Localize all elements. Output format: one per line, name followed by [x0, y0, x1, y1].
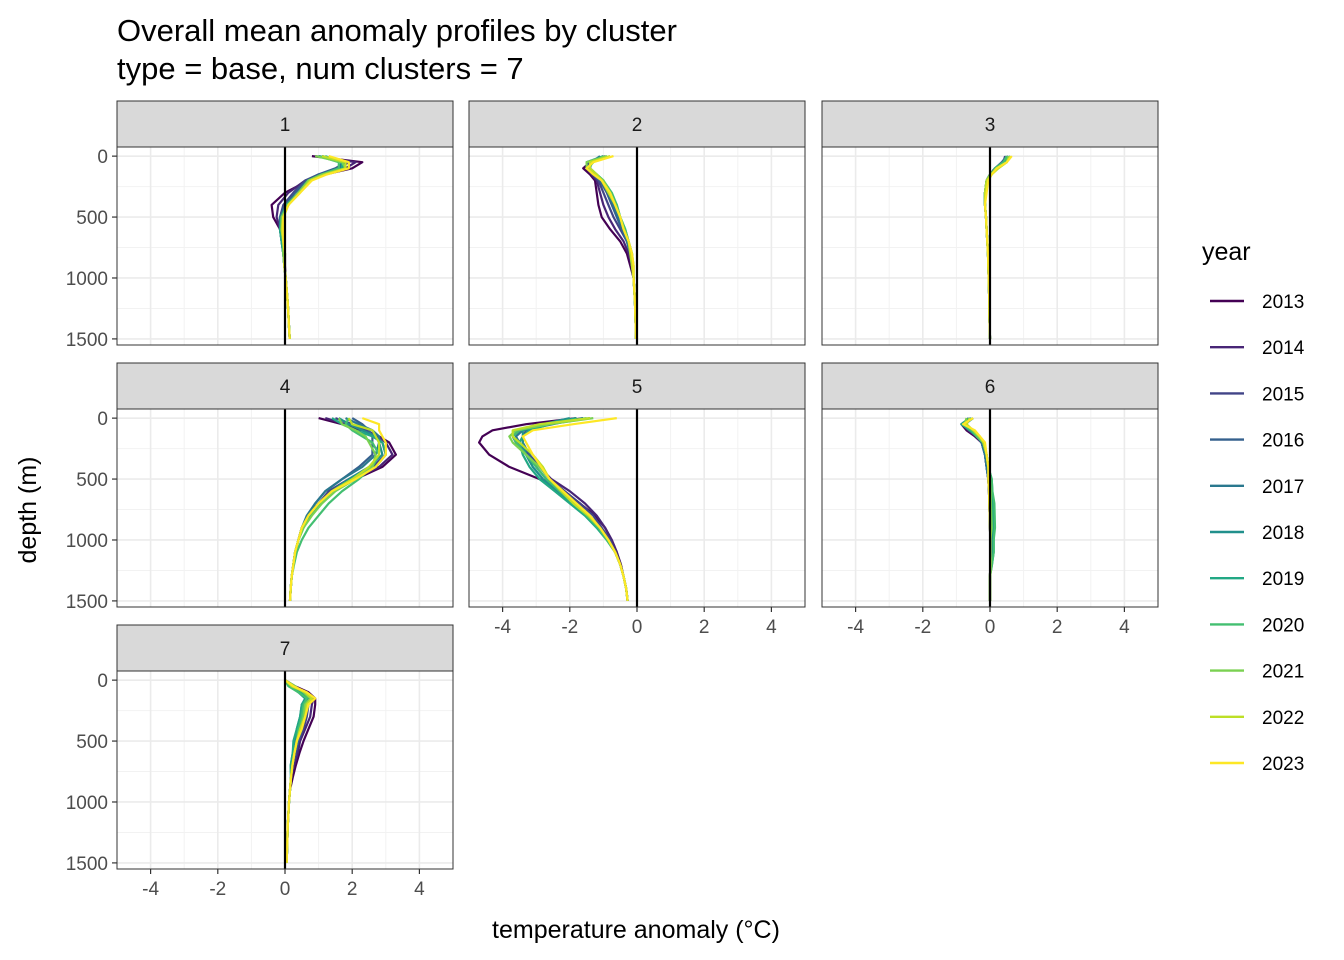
x-tick-label: -2 — [561, 617, 578, 638]
profile-line-2023 — [282, 155, 350, 339]
y-tick-label: 0 — [97, 409, 108, 430]
panel-strip-label: 4 — [280, 377, 291, 398]
legend-title: year — [1202, 238, 1251, 266]
legend-label-2017: 2017 — [1262, 477, 1304, 498]
panel-border — [821, 146, 1159, 346]
panel-strip — [116, 624, 454, 672]
legend-label-2016: 2016 — [1262, 431, 1304, 452]
panel-border — [116, 146, 454, 346]
y-tick-label: 1000 — [66, 531, 108, 552]
panel-border — [116, 408, 454, 608]
legend-label-2022: 2022 — [1262, 708, 1304, 729]
legend-label-2019: 2019 — [1262, 569, 1304, 590]
panel-6: 6 -4 -2 0 2 4 — [821, 362, 1159, 638]
x-tick-label: 2 — [347, 879, 358, 900]
y-tick-label: 500 — [76, 470, 108, 491]
profile-line-2023 — [585, 155, 638, 339]
panel-strip-label: 3 — [985, 115, 996, 136]
profile-line-2023 — [284, 679, 317, 863]
legend-label-2023: 2023 — [1262, 754, 1304, 775]
x-tick-label: -4 — [847, 617, 864, 638]
panel-strip — [821, 100, 1159, 148]
y-tick-label: 0 — [97, 147, 108, 168]
panel-border — [468, 146, 806, 346]
y-tick-label: 500 — [76, 732, 108, 753]
x-tick-label: -4 — [494, 617, 511, 638]
y-tick-label: 1500 — [66, 854, 108, 875]
profile-line-2020 — [962, 417, 997, 601]
x-tick-label: 4 — [1119, 617, 1130, 638]
legend-label-2013: 2013 — [1262, 292, 1304, 313]
panel-strip-label: 1 — [280, 115, 291, 136]
y-axis-title: depth (m) — [14, 457, 42, 564]
profile-line-2023 — [521, 417, 629, 602]
legend: year 2013 2014 2015 2016 2017 2018 2019 2020 202… — [1202, 238, 1305, 775]
x-tick-label: 2 — [699, 617, 710, 638]
panel-strip — [116, 362, 454, 410]
legend-label-2014: 2014 — [1262, 338, 1305, 359]
y-tick-label: 0 — [97, 671, 108, 692]
x-tick-label: 0 — [280, 879, 291, 900]
chart-subtitle: type = base, num clusters = 7 — [117, 51, 524, 86]
legend-label-2018: 2018 — [1262, 523, 1304, 544]
panel-strip-label: 5 — [632, 377, 643, 398]
panel-strip-label: 2 — [632, 115, 643, 136]
x-tick-label: -4 — [142, 879, 159, 900]
panel-3: 3 — [821, 100, 1159, 346]
legend-label-2020: 2020 — [1262, 615, 1304, 636]
panel-1: 1 0 500 1000 1500 — [66, 100, 454, 351]
y-tick-label: 1500 — [66, 330, 108, 351]
y-tick-label: 500 — [76, 208, 108, 229]
x-tick-label: 2 — [1052, 617, 1063, 638]
panel-strip-label: 7 — [280, 639, 291, 660]
x-tick-label: 0 — [632, 617, 643, 638]
legend-label-2021: 2021 — [1262, 662, 1304, 683]
panel-strip-label: 6 — [985, 377, 996, 398]
panel-2: 2 — [468, 100, 806, 346]
x-axis-title: temperature anomaly (°C) — [492, 916, 780, 944]
panel-7: 7 0 500 1000 1500 -4 -2 0 2 4 — [66, 624, 454, 900]
x-tick-label: 4 — [766, 617, 777, 638]
panel-4: 4 0 500 1000 1500 — [66, 362, 454, 613]
panel-strip — [821, 362, 1159, 410]
chart-title: Overall mean anomaly profiles by cluster — [117, 13, 677, 48]
panel-strip — [116, 100, 454, 148]
panel-5: 5 -4 -2 0 2 4 — [468, 362, 806, 638]
profile-line-2023 — [288, 417, 387, 601]
panel-strip — [468, 100, 806, 148]
y-tick-label: 1000 — [66, 269, 108, 290]
x-tick-label: -2 — [914, 617, 931, 638]
y-tick-label: 1500 — [66, 592, 108, 613]
facet-panels: 1 0 500 1000 1500 2 3 4 0 500 1000 1500 5 -4 -2 0 2 4 6 -4 -… — [66, 100, 1159, 900]
legend-label-2015: 2015 — [1262, 384, 1304, 405]
x-tick-label: 4 — [414, 879, 425, 900]
x-tick-label: -2 — [209, 879, 226, 900]
x-tick-label: 0 — [985, 617, 996, 638]
y-tick-label: 1000 — [66, 793, 108, 814]
